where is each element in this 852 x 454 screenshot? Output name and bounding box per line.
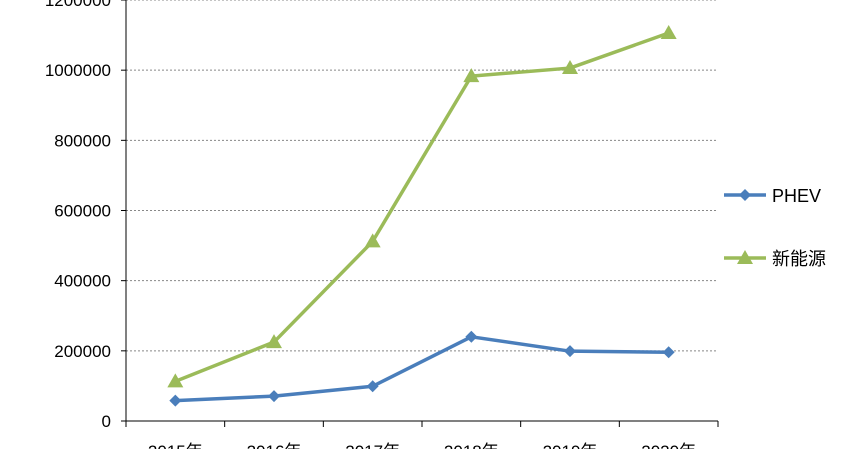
gridlines: [126, 0, 718, 352]
data-point-new-energy: [562, 60, 578, 75]
x-tick-label: 2016年: [247, 442, 302, 449]
data-point-new-energy: [266, 334, 282, 349]
y-tick-label: 400000: [54, 272, 111, 291]
legend-label: PHEV: [772, 186, 821, 206]
data-point-new-energy: [463, 68, 480, 83]
y-tick-labels: 0 200000 400000 600000 800000 1000000 1200000: [45, 0, 111, 431]
x-tick-labels: 2015年 2016年 2017年 2018年 2019年 2020年: [148, 442, 696, 454]
x-tick-label: 2018年: [444, 442, 499, 449]
x-tick-label: 2015年: [148, 442, 203, 449]
data-point-phev: [169, 394, 182, 407]
series-line-new-energy: [173, 31, 671, 384]
legend-item-new-energy: 新能源: [724, 249, 826, 269]
y-tick-label: 200000: [54, 342, 111, 361]
data-point-new-energy: [660, 24, 677, 39]
y-tick-label: 0: [102, 412, 111, 431]
x-tick-label: 2019年: [543, 442, 598, 449]
data-point-phev: [268, 390, 280, 403]
series-new-energy: [167, 24, 677, 388]
data-point-phev: [465, 330, 478, 343]
y-tick-label: 1200000: [45, 0, 111, 10]
legend-item-phev: PHEV: [724, 186, 821, 206]
legend-swatch-marker: [737, 250, 753, 264]
x-tick-label: 2017年: [345, 442, 400, 449]
series: [167, 24, 677, 407]
data-point-phev: [366, 380, 379, 393]
axes: [121, 0, 719, 427]
x-tick-label: 2020年: [641, 442, 696, 449]
legend: PHEV 新能源: [724, 186, 826, 269]
legend-label: 新能源: [772, 249, 826, 269]
data-point-phev: [662, 346, 675, 359]
legend-swatch-marker: [739, 189, 751, 201]
series-line-phev: [173, 335, 671, 403]
y-tick-label: 800000: [54, 131, 111, 150]
data-point-phev: [564, 345, 576, 358]
y-tick-label: 600000: [54, 202, 111, 221]
data-point-new-energy: [167, 373, 184, 388]
y-tick-label: 1000000: [45, 61, 111, 80]
series-phev: [169, 330, 675, 407]
data-point-new-energy: [364, 233, 381, 248]
